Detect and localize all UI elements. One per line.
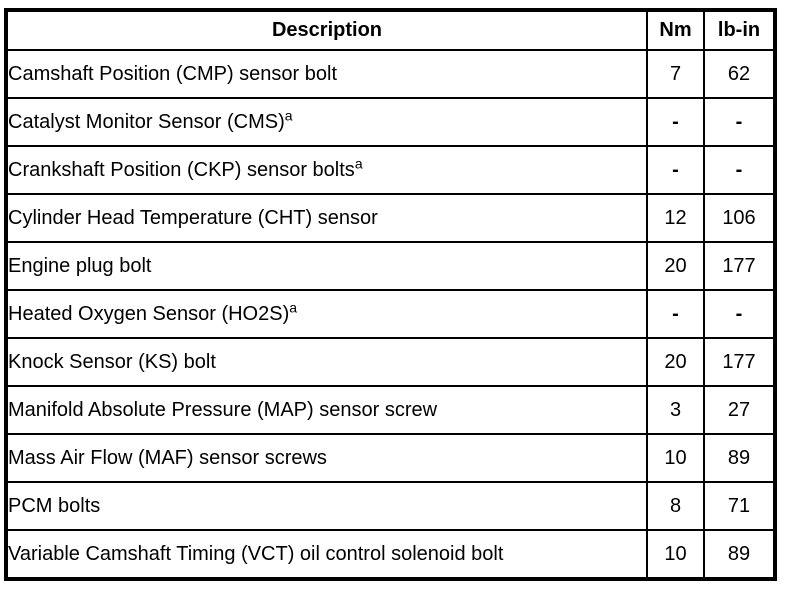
table-row: Mass Air Flow (MAF) sensor screws 10 89: [5, 433, 776, 483]
description-text: Mass Air Flow (MAF) sensor screws: [8, 446, 327, 469]
table-row: Heated Oxygen Sensor (HO2S)a - -: [5, 289, 776, 339]
table-row: Crankshaft Position (CKP) sensor boltsa …: [5, 145, 776, 195]
cell-description: Heated Oxygen Sensor (HO2S)a: [5, 289, 648, 339]
cell-description: Cylinder Head Temperature (CHT) sensor: [5, 193, 648, 243]
cell-lb-in: -: [703, 289, 776, 339]
description-text: Camshaft Position (CMP) sensor bolt: [8, 62, 338, 85]
cell-lb-in: -: [703, 97, 776, 147]
cell-nm: 12: [646, 193, 705, 243]
cell-nm: -: [646, 97, 705, 147]
cell-description: Variable Camshaft Timing (VCT) oil contr…: [5, 529, 648, 580]
cell-nm: -: [646, 145, 705, 195]
footnote-marker: a: [354, 154, 363, 171]
table-row: Engine plug bolt 20 177: [5, 241, 776, 291]
table-row: Knock Sensor (KS) bolt 20 177: [5, 337, 776, 387]
cell-description: Camshaft Position (CMP) sensor bolt: [5, 49, 648, 99]
cell-nm: 10: [646, 529, 705, 580]
table-row: PCM bolts 8 71: [5, 481, 776, 531]
cell-nm: 7: [646, 49, 705, 99]
cell-description: Manifold Absolute Pressure (MAP) sensor …: [5, 385, 648, 435]
header-lb-in: lb-in: [703, 9, 776, 51]
header-nm: Nm: [646, 9, 705, 51]
table-row: Camshaft Position (CMP) sensor bolt 7 62: [5, 49, 776, 99]
description-text: Catalyst Monitor Sensor (CMS): [8, 110, 285, 133]
cell-lb-in: 106: [703, 193, 776, 243]
cell-description: Mass Air Flow (MAF) sensor screws: [5, 433, 648, 483]
cell-lb-in: 89: [703, 433, 776, 483]
cell-lb-in: 62: [703, 49, 776, 99]
cell-nm: -: [646, 289, 705, 339]
cell-description: Catalyst Monitor Sensor (CMS)a: [5, 97, 648, 147]
cell-nm: 8: [646, 481, 705, 531]
table-row: Catalyst Monitor Sensor (CMS)a - -: [5, 97, 776, 147]
table-row: Cylinder Head Temperature (CHT) sensor 1…: [5, 193, 776, 243]
header-description: Description: [5, 9, 648, 51]
cell-nm: 20: [646, 337, 705, 387]
cell-nm: 20: [646, 241, 705, 291]
cell-nm: 10: [646, 433, 705, 483]
footnote-marker: a: [284, 106, 293, 123]
description-text: Crankshaft Position (CKP) sensor bolts: [8, 158, 355, 181]
description-text: Knock Sensor (KS) bolt: [8, 350, 216, 373]
footnote-marker: a: [289, 298, 298, 315]
cell-description: PCM bolts: [5, 481, 648, 531]
cell-lb-in: 27: [703, 385, 776, 435]
description-text: Cylinder Head Temperature (CHT) sensor: [8, 206, 378, 229]
description-text: Variable Camshaft Timing (VCT) oil contr…: [8, 542, 504, 565]
description-text: PCM bolts: [8, 494, 101, 517]
cell-lb-in: -: [703, 145, 776, 195]
cell-description: Knock Sensor (KS) bolt: [5, 337, 648, 387]
cell-lb-in: 89: [703, 529, 776, 580]
description-text: Manifold Absolute Pressure (MAP) sensor …: [8, 398, 438, 421]
cell-description: Engine plug bolt: [5, 241, 648, 291]
cell-lb-in: 177: [703, 337, 776, 387]
table-row: Manifold Absolute Pressure (MAP) sensor …: [5, 385, 776, 435]
torque-spec-table: Description Nm lb-in Camshaft Position (…: [4, 8, 777, 581]
cell-description: Crankshaft Position (CKP) sensor boltsa: [5, 145, 648, 195]
description-text: Heated Oxygen Sensor (HO2S): [8, 302, 290, 325]
table-row: Variable Camshaft Timing (VCT) oil contr…: [5, 529, 776, 580]
cell-nm: 3: [646, 385, 705, 435]
table-header-row: Description Nm lb-in: [5, 9, 776, 51]
cell-lb-in: 71: [703, 481, 776, 531]
description-text: Engine plug bolt: [8, 254, 152, 277]
cell-lb-in: 177: [703, 241, 776, 291]
